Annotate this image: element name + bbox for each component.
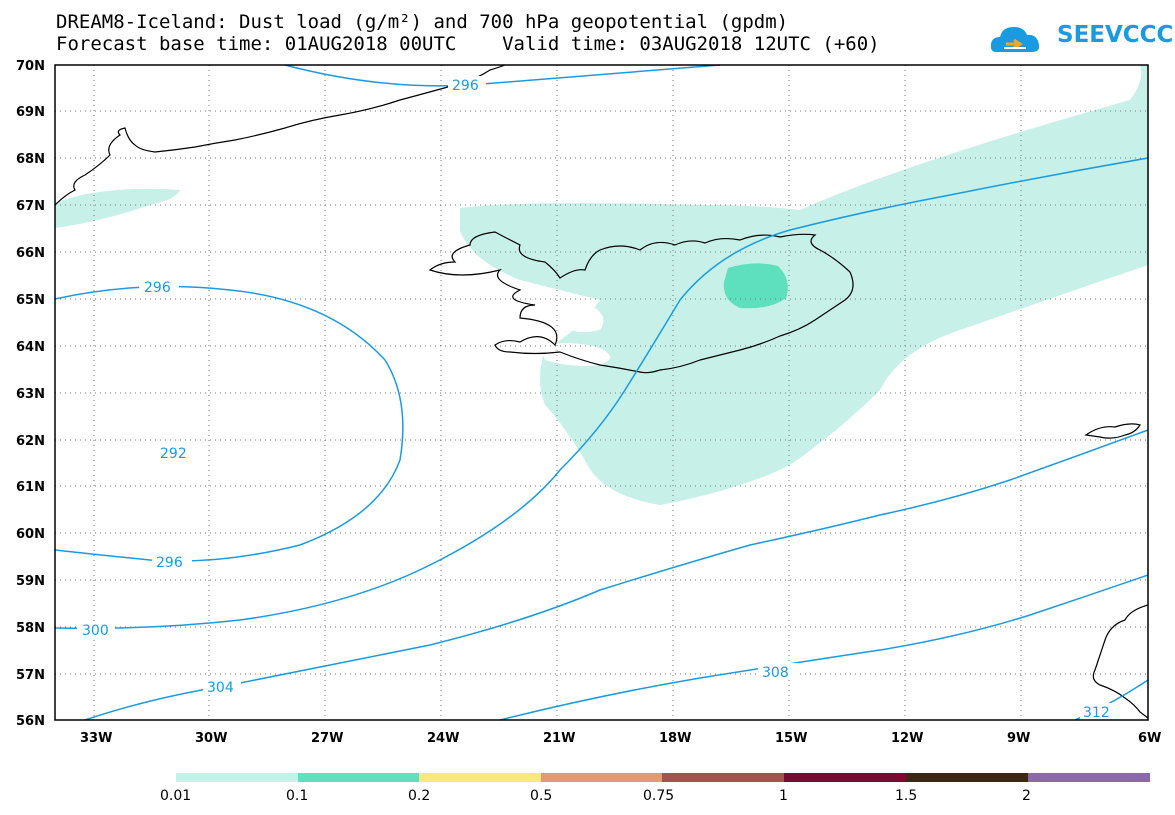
legend-tick: 2 bbox=[1022, 788, 1031, 804]
contour-label: 308 bbox=[762, 665, 789, 681]
dust-area-high bbox=[724, 263, 788, 308]
lat-label: 70N bbox=[16, 59, 45, 74]
lon-label: 21W bbox=[543, 731, 575, 746]
contour-296-north bbox=[285, 65, 720, 86]
legend-tick: 1 bbox=[779, 788, 788, 804]
lon-label: 30W bbox=[195, 731, 227, 746]
legend-tick: 0.1 bbox=[286, 788, 308, 804]
lon-label: 24W bbox=[427, 731, 459, 746]
lon-label: 18W bbox=[659, 731, 691, 746]
contour-label: 304 bbox=[207, 680, 234, 696]
lat-label: 59N bbox=[16, 574, 45, 589]
legend-colorbar bbox=[176, 773, 1150, 782]
dust-area-main bbox=[460, 65, 1148, 505]
legend-tick: 0.75 bbox=[643, 788, 674, 804]
legend-swatch bbox=[906, 773, 1028, 782]
contour-label: 296 bbox=[452, 78, 479, 94]
lat-label: 60N bbox=[16, 527, 45, 542]
lat-label: 67N bbox=[16, 199, 45, 214]
contour-label: 296 bbox=[156, 555, 183, 571]
legend-tick: 0.2 bbox=[408, 788, 430, 804]
lat-label: 57N bbox=[16, 668, 45, 683]
contour-label: 312 bbox=[1083, 705, 1110, 721]
lat-label: 62N bbox=[16, 434, 45, 449]
legend-swatch bbox=[784, 773, 906, 782]
contour-296-low bbox=[55, 287, 403, 561]
lat-label: 58N bbox=[16, 621, 45, 636]
lat-label: 66N bbox=[16, 246, 45, 261]
lat-label: 56N bbox=[16, 714, 45, 729]
legend-tick: 0.01 bbox=[160, 788, 191, 804]
legend-swatch bbox=[1028, 773, 1150, 782]
longitude-labels: 33W 30W 27W 24W 21W 18W 15W 12W 9W 6W bbox=[80, 731, 1161, 746]
legend-tick: 1.5 bbox=[895, 788, 917, 804]
legend-swatch bbox=[176, 773, 298, 782]
legend-swatch bbox=[298, 773, 419, 782]
contour-label: 296 bbox=[144, 280, 171, 296]
contour-label: 292 bbox=[160, 446, 187, 462]
legend-tick: 0.5 bbox=[530, 788, 552, 804]
legend-ticks: 0.01 0.1 0.2 0.5 0.75 1 1.5 2 bbox=[160, 788, 1031, 804]
legend-swatch bbox=[541, 773, 662, 782]
lat-label: 69N bbox=[16, 105, 45, 120]
dust-fill bbox=[55, 65, 1148, 505]
latitude-labels: 70N 69N 68N 67N 66N 65N 64N 63N 62N 61N … bbox=[16, 59, 45, 729]
lon-label: 12W bbox=[891, 731, 923, 746]
lon-label: 15W bbox=[775, 731, 807, 746]
lon-label: 6W bbox=[1138, 731, 1161, 746]
lon-label: 9W bbox=[1007, 731, 1030, 746]
legend-swatch bbox=[419, 773, 541, 782]
dust-area-greenland bbox=[55, 189, 180, 228]
lon-label: 27W bbox=[311, 731, 343, 746]
lat-label: 64N bbox=[16, 340, 45, 355]
lon-label: 33W bbox=[80, 731, 112, 746]
lat-label: 63N bbox=[16, 387, 45, 402]
contour-label: 300 bbox=[82, 623, 109, 639]
contour-308 bbox=[500, 575, 1148, 720]
lat-label: 68N bbox=[16, 152, 45, 167]
lat-label: 65N bbox=[16, 293, 45, 308]
legend-swatch bbox=[662, 773, 784, 782]
lat-label: 61N bbox=[16, 480, 45, 495]
coast-scotland bbox=[1093, 605, 1148, 718]
